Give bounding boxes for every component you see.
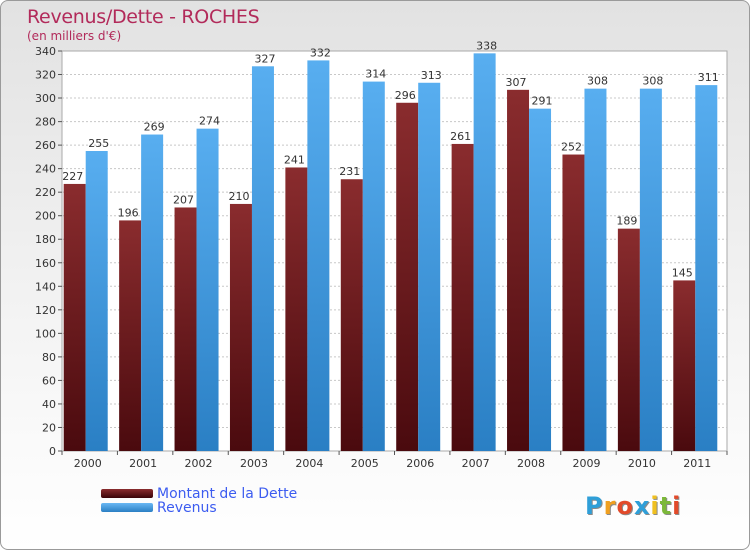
x-tick-label: 2009 bbox=[572, 457, 600, 470]
bar-revenus bbox=[362, 81, 385, 452]
x-tick-label: 2002 bbox=[185, 457, 213, 470]
y-tick-label: 340 bbox=[35, 45, 56, 58]
y-tick-label: 180 bbox=[35, 233, 56, 246]
data-label-dette: 207 bbox=[173, 193, 194, 206]
x-tick-label: 2006 bbox=[406, 457, 434, 470]
logo-letter: i bbox=[672, 492, 682, 520]
logo-letter: t bbox=[659, 492, 673, 520]
data-label-dette: 307 bbox=[506, 76, 527, 89]
y-tick-label: 40 bbox=[42, 398, 56, 411]
data-label-revenus: 269 bbox=[144, 121, 165, 134]
data-label-revenus: 332 bbox=[310, 46, 331, 59]
data-label-dette: 261 bbox=[450, 130, 471, 143]
x-tick-label: 2000 bbox=[74, 457, 102, 470]
bar-dette bbox=[229, 203, 252, 451]
legend-swatch-revenus bbox=[101, 503, 153, 512]
data-label-revenus: 327 bbox=[254, 52, 275, 65]
bar-dette bbox=[340, 179, 363, 451]
y-tick-label: 140 bbox=[35, 280, 56, 293]
data-label-revenus: 255 bbox=[88, 137, 109, 150]
y-tick-label: 280 bbox=[35, 116, 56, 129]
data-label-revenus: 313 bbox=[421, 69, 442, 82]
y-tick-label: 100 bbox=[35, 327, 56, 340]
logo-letter: o bbox=[616, 492, 634, 520]
y-tick-label: 120 bbox=[35, 304, 56, 317]
x-tick-label: 2001 bbox=[129, 457, 157, 470]
data-label-revenus: 314 bbox=[365, 68, 386, 81]
x-tick-label: 2005 bbox=[351, 457, 379, 470]
legend-label-dette: Montant de la Dette bbox=[157, 486, 298, 502]
x-tick-label: 2003 bbox=[240, 457, 268, 470]
y-tick-label: 0 bbox=[49, 445, 56, 458]
logo-letter: r bbox=[603, 492, 617, 520]
bar-dette bbox=[63, 183, 86, 452]
chart-title: Revenus/Dette - ROCHES bbox=[27, 6, 260, 28]
x-tick-label: 2007 bbox=[462, 457, 490, 470]
data-label-dette: 231 bbox=[339, 165, 360, 178]
data-label-dette: 252 bbox=[561, 141, 582, 154]
legend-label-revenus: Revenus bbox=[157, 500, 217, 516]
bar-dette bbox=[119, 220, 142, 451]
bar-dette bbox=[285, 167, 308, 451]
bar-revenus bbox=[695, 85, 718, 451]
bar-dette bbox=[673, 280, 696, 451]
data-label-dette: 296 bbox=[395, 89, 416, 102]
proxiti-logo: Proxiti bbox=[585, 492, 681, 520]
bar-revenus bbox=[584, 88, 607, 451]
y-tick-label: 260 bbox=[35, 139, 56, 152]
legend-swatch-dette bbox=[101, 489, 153, 498]
bar-revenus bbox=[85, 151, 108, 451]
y-tick-label: 20 bbox=[42, 421, 56, 434]
data-label-dette: 196 bbox=[118, 206, 139, 219]
x-tick-label: 2008 bbox=[517, 457, 545, 470]
data-label-revenus: 308 bbox=[587, 75, 608, 88]
logo-letter: i bbox=[650, 492, 660, 520]
y-tick-label: 300 bbox=[35, 92, 56, 105]
bar-revenus bbox=[251, 66, 274, 451]
logo-letter: P bbox=[585, 492, 604, 520]
data-label-revenus: 338 bbox=[476, 39, 497, 52]
data-label-revenus: 308 bbox=[642, 75, 663, 88]
bar-revenus bbox=[196, 128, 219, 451]
x-tick-label: 2011 bbox=[683, 457, 711, 470]
y-tick-label: 320 bbox=[35, 69, 56, 82]
data-label-revenus: 274 bbox=[199, 115, 220, 128]
data-label-dette: 227 bbox=[62, 170, 83, 183]
bar-revenus bbox=[307, 60, 330, 451]
y-tick-label: 200 bbox=[35, 210, 56, 223]
data-label-revenus: 291 bbox=[532, 95, 553, 108]
x-tick-label: 2010 bbox=[628, 457, 656, 470]
y-tick-label: 60 bbox=[42, 374, 56, 387]
data-label-revenus: 311 bbox=[698, 71, 719, 84]
bar-revenus bbox=[529, 108, 552, 451]
bar-dette bbox=[174, 207, 197, 451]
data-label-dette: 210 bbox=[228, 190, 249, 203]
bar-dette bbox=[562, 154, 585, 451]
plot-area bbox=[61, 50, 728, 452]
bar-revenus bbox=[639, 88, 662, 451]
x-tick-label: 2004 bbox=[295, 457, 323, 470]
y-tick-label: 240 bbox=[35, 163, 56, 176]
bar-dette bbox=[617, 228, 640, 451]
bar-dette bbox=[451, 143, 474, 452]
bar-revenus bbox=[418, 82, 441, 451]
data-label-dette: 241 bbox=[284, 153, 305, 166]
data-label-dette: 145 bbox=[672, 266, 693, 279]
bar-revenus bbox=[473, 53, 496, 452]
y-tick-label: 220 bbox=[35, 186, 56, 199]
logo-letter: x bbox=[633, 492, 651, 520]
y-tick-label: 80 bbox=[42, 351, 56, 364]
bar-dette bbox=[507, 89, 530, 451]
bar-revenus bbox=[141, 134, 164, 451]
data-label-dette: 189 bbox=[616, 215, 637, 228]
y-tick-label: 160 bbox=[35, 257, 56, 270]
chart-subtitle: (en milliers d'€) bbox=[27, 29, 122, 43]
bar-dette bbox=[396, 102, 419, 451]
